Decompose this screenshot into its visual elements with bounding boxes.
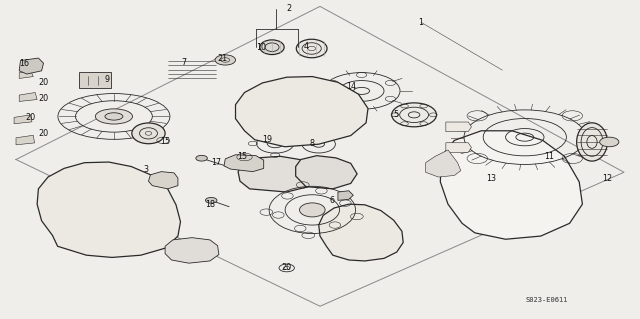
Text: 18: 18 — [205, 200, 215, 209]
Polygon shape — [79, 72, 111, 88]
Ellipse shape — [296, 39, 327, 58]
Polygon shape — [14, 115, 32, 124]
Polygon shape — [440, 131, 582, 239]
Polygon shape — [19, 58, 44, 74]
Polygon shape — [296, 156, 357, 189]
Text: 20: 20 — [38, 78, 49, 87]
Polygon shape — [446, 143, 472, 152]
Text: 16: 16 — [19, 59, 29, 68]
Polygon shape — [319, 204, 403, 261]
Circle shape — [600, 137, 619, 147]
Text: 2: 2 — [287, 4, 292, 13]
Ellipse shape — [392, 103, 436, 127]
Polygon shape — [16, 135, 35, 145]
Text: 10: 10 — [256, 43, 266, 52]
Text: 15: 15 — [160, 137, 170, 146]
Text: 20: 20 — [282, 263, 292, 272]
Polygon shape — [165, 238, 219, 263]
Text: 7: 7 — [182, 58, 187, 67]
Text: 14: 14 — [346, 82, 356, 91]
Text: 6: 6 — [329, 197, 334, 205]
Ellipse shape — [577, 123, 607, 161]
Text: 4: 4 — [303, 42, 308, 51]
Text: 21: 21 — [218, 54, 228, 63]
Polygon shape — [426, 150, 461, 177]
Ellipse shape — [260, 40, 284, 55]
Text: S023-E0611: S023-E0611 — [526, 297, 568, 303]
Text: 17: 17 — [211, 158, 221, 167]
Text: 19: 19 — [262, 135, 273, 144]
Text: 5: 5 — [393, 110, 398, 119]
Circle shape — [205, 197, 217, 203]
Ellipse shape — [132, 123, 165, 144]
Ellipse shape — [300, 203, 325, 217]
Text: 12: 12 — [602, 174, 612, 183]
Text: 15: 15 — [237, 152, 247, 161]
Text: 20: 20 — [26, 113, 36, 122]
Polygon shape — [338, 191, 353, 200]
Polygon shape — [37, 162, 180, 257]
Text: 20: 20 — [38, 129, 49, 138]
Text: 9: 9 — [105, 75, 110, 84]
Polygon shape — [224, 155, 264, 172]
Polygon shape — [19, 71, 33, 78]
Polygon shape — [19, 93, 37, 101]
Text: 8: 8 — [310, 139, 315, 148]
Text: 20: 20 — [38, 94, 49, 103]
Circle shape — [196, 155, 207, 161]
Text: 1: 1 — [419, 18, 424, 27]
Ellipse shape — [105, 113, 123, 120]
Polygon shape — [238, 156, 315, 192]
Ellipse shape — [95, 109, 132, 124]
Circle shape — [215, 55, 236, 65]
Text: 3: 3 — [143, 165, 148, 174]
Text: 11: 11 — [544, 152, 554, 161]
Text: S023-E0611: S023-E0611 — [526, 297, 568, 303]
Polygon shape — [446, 122, 472, 132]
Polygon shape — [148, 172, 178, 189]
Polygon shape — [236, 77, 368, 147]
Text: 13: 13 — [486, 174, 497, 183]
